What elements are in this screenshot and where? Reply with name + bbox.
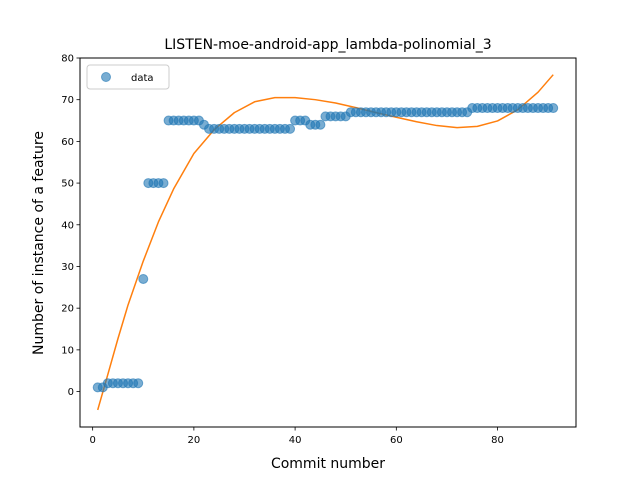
- data-series-layer: [92, 103, 559, 393]
- y-tick-label: 30: [61, 262, 74, 273]
- fit-curve-line: [96, 74, 554, 411]
- plot-area-frame: [79, 57, 577, 428]
- x-tick-label: 20: [188, 435, 201, 446]
- data-point: [285, 123, 296, 134]
- x-tick-label: 40: [289, 435, 302, 446]
- y-tick-label: 10: [61, 345, 74, 356]
- x-axis-label: Commit number: [271, 456, 385, 472]
- data-point: [158, 178, 169, 189]
- x-tick-label: 80: [491, 435, 504, 446]
- y-tick-label: 50: [61, 179, 74, 190]
- data-point: [315, 119, 326, 130]
- y-axis-label: Number of instance of a feature: [31, 131, 47, 355]
- legend: data: [86, 64, 170, 90]
- x-tick-label: 0: [89, 435, 95, 446]
- data-point: [548, 103, 559, 114]
- x-tick-label: 60: [390, 435, 403, 446]
- data-point: [133, 378, 144, 389]
- y-tick-label: 60: [61, 137, 74, 148]
- data-point: [138, 273, 149, 284]
- legend-box: [86, 64, 170, 90]
- axis-ticks-layer: 0 20 40 60 80 0 10 20 30 40 50 60 70 80: [61, 54, 504, 447]
- y-tick-label: 0: [68, 387, 74, 398]
- y-tick-label: 70: [61, 95, 74, 106]
- y-tick-label: 40: [61, 220, 74, 231]
- legend-label-data: data: [131, 73, 154, 84]
- y-tick-label: 80: [61, 54, 74, 65]
- legend-marker-data: [101, 72, 111, 82]
- y-tick-label: 20: [61, 304, 74, 315]
- fit-series-layer: [96, 74, 554, 411]
- chart-title: LISTEN-moe-android-app_lambda-polinomial…: [164, 37, 491, 53]
